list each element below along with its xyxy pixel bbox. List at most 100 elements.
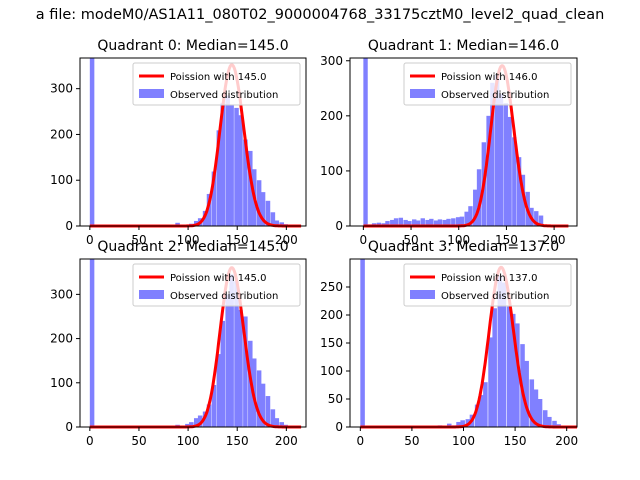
histogram-bar	[225, 95, 230, 227]
histogram-bar	[220, 102, 226, 226]
histogram-bar	[211, 385, 217, 427]
x-tick-label: 150	[495, 233, 518, 247]
histogram-bar	[360, 259, 365, 427]
histogram-bar	[274, 220, 280, 226]
histogram-bar	[455, 217, 461, 226]
histogram-bar	[197, 415, 203, 427]
legend: Poission with 146.0 Observed distribution	[403, 62, 572, 106]
histogram-bar	[456, 421, 461, 427]
y-tick-label: 300	[50, 82, 73, 96]
y-tick-label: 200	[50, 332, 73, 346]
quadrant-1-plot: 0 50 100 150 200 0 100 200 300 Quadrant 1: Median…	[320, 38, 578, 247]
histogram-bar	[260, 192, 266, 226]
histogram-bar	[175, 222, 180, 226]
histogram-bar	[524, 360, 529, 427]
histogram-bar	[385, 221, 390, 226]
y-tick-label: 0	[65, 420, 73, 434]
histogram-bar	[498, 93, 504, 226]
x-tick-label: 200	[275, 434, 298, 448]
histogram-bar	[425, 219, 430, 226]
axes-frame	[79, 258, 307, 428]
y-tick-label: 100	[320, 164, 343, 178]
x-tick-label: 200	[275, 233, 298, 247]
histogram-bar	[89, 58, 95, 226]
y-tick-label: 250	[320, 280, 343, 294]
histogram-bar	[193, 418, 199, 427]
y-tick-label: 100	[320, 364, 343, 378]
histogram-bar	[270, 409, 276, 427]
histogram-bar	[206, 404, 212, 427]
histogram-bar	[189, 422, 194, 427]
y-tick-label: 150	[320, 336, 343, 350]
legend: Poission with 145.0 Observed distribution	[132, 62, 301, 106]
histogram-bar	[537, 399, 543, 427]
histogram-bar	[429, 218, 434, 226]
x-tick-label: 50	[404, 434, 419, 448]
histogram-bar	[415, 220, 421, 226]
quadrant-3-plot: 0 50 100 150 200 0 50 100 150 200 250 Quadrant 3: M…	[320, 239, 578, 448]
legend-frame	[403, 263, 572, 307]
histogram-bar	[494, 74, 500, 226]
histogram-bar	[211, 171, 217, 226]
histogram-bar	[376, 222, 382, 226]
histogram-bar	[229, 104, 234, 226]
histogram-bar	[420, 218, 425, 226]
x-tick-label: 50	[403, 233, 418, 247]
x-tick-label: 0	[86, 233, 94, 247]
axes-frame	[79, 57, 307, 227]
histogram-bar	[478, 395, 484, 427]
histogram-bar	[490, 82, 495, 226]
histogram-bar	[451, 218, 456, 226]
histogram-bar	[506, 306, 512, 427]
x-tick-label: 200	[555, 434, 578, 448]
y-tick-label: 100	[50, 376, 73, 390]
legend: Poission with 137.0 Observed distribution	[403, 263, 572, 307]
x-tick-label: 0	[86, 434, 94, 448]
histogram-bar	[476, 169, 482, 226]
histogram-bar	[234, 107, 239, 226]
histogram-bar	[234, 281, 239, 427]
x-tick-label: 200	[543, 233, 566, 247]
histogram-bar	[515, 323, 520, 427]
quadrant-title: Quadrant 0: Median=145.0	[97, 38, 288, 54]
y-tick-label: 50	[328, 392, 343, 406]
x-tick-label: 150	[226, 233, 249, 247]
legend-patch-swatch	[410, 89, 435, 98]
legend-entry-observed: Observed distribution	[441, 90, 549, 101]
histogram-bar	[363, 58, 368, 226]
histogram-bar	[533, 389, 539, 427]
x-tick-label: 150	[226, 434, 249, 448]
y-tick-label: 0	[335, 219, 343, 233]
histogram-bar	[238, 309, 243, 427]
histogram-bar	[390, 219, 395, 226]
histogram-bar	[398, 217, 404, 226]
histogram-bar	[216, 130, 222, 226]
histogram-bar	[497, 275, 503, 427]
x-tick-label: 50	[131, 233, 146, 247]
histogram-bar	[407, 221, 412, 226]
histogram-bar	[260, 383, 266, 427]
histogram-bar	[474, 404, 480, 427]
x-tick-label: 0	[360, 233, 368, 247]
histogram-bar	[486, 115, 491, 226]
histogram-bar	[503, 103, 508, 226]
x-tick-label: 100	[452, 434, 475, 448]
histogram-bar	[274, 418, 280, 427]
histogram-bar	[243, 316, 248, 427]
histogram-bar	[243, 139, 248, 226]
histogram-bar	[534, 211, 539, 226]
histogram-bar	[492, 308, 497, 427]
y-tick-label: 200	[320, 308, 343, 322]
y-tick-label: 100	[50, 173, 73, 187]
histogram-bar	[446, 218, 451, 226]
histogram-bar	[433, 220, 439, 226]
legend-patch-swatch	[410, 290, 435, 299]
legend-entry-poisson: Poission with 145.0	[170, 72, 266, 83]
x-tick-label: 150	[504, 434, 527, 448]
histogram-bar	[403, 219, 408, 226]
quadrant-title: Quadrant 2: Median=145.0	[97, 239, 288, 255]
histogram-bar	[501, 282, 507, 427]
histogram-bar	[238, 115, 243, 226]
legend-entry-observed: Observed distribution	[170, 90, 278, 101]
